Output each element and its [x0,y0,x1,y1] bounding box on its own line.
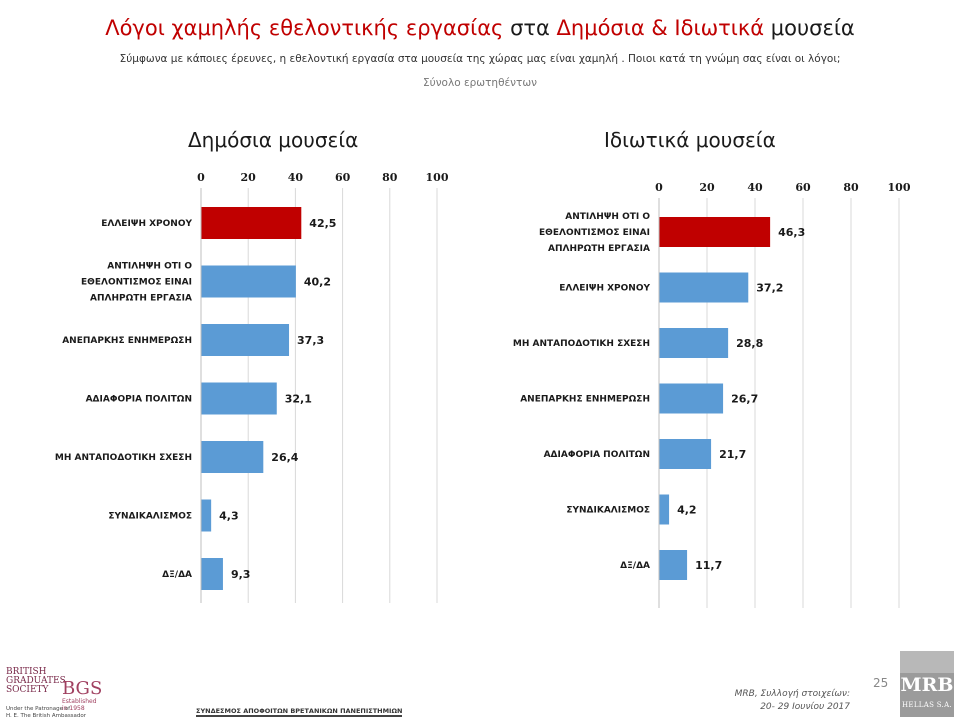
patronage-note: Under the Patronage of H. E. The British … [6,706,87,719]
bar [201,499,212,532]
category-label-line: ΑΠΛΗΡΩΤΗ ΕΡΓΑΣΙΑ [90,294,192,304]
page-number: 25 [873,676,889,690]
category-label: ΜΗ ΑΝΤΑΠΟΔΟΤΙΚΗ ΣΧΕΣΗ [513,339,650,349]
x-tick-label: 60 [795,181,811,194]
category-label-line: ΑΔΙΑΦΟΡΙΑ ΠΟΛΙΤΩΝ [86,395,192,405]
category-label-line: ΜΗ ΑΝΤΑΠΟΔΟΤΙΚΗ ΣΧΕΣΗ [55,453,192,463]
bar [201,207,302,239]
category-label-line: ΕΛΛΕΙΨΗ ΧΡΟΝΟΥ [559,284,650,294]
chart-title-private: Ιδιωτικά μουσεία [604,128,776,152]
x-tick-label: 40 [288,171,304,184]
category-label: ΑΔΙΑΦΟΡΙΑ ΠΟΛΙΤΩΝ [544,450,650,460]
value-label: 21,7 [719,448,746,461]
bgs-logo: BRITISH GRADUATES SOCIETY BGS Established … [6,667,103,713]
category-label-line: ΣΥΝΔΙΚΑΛΙΣΜΟΣ [566,506,650,516]
category-label-line: ΑΝΕΠΑΡΚΗΣ ΕΝΗΜΕΡΩΣΗ [62,336,192,346]
value-label: 37,2 [756,282,783,295]
title-connector: στα [503,16,557,40]
bar [659,328,729,358]
bar [201,441,264,473]
bar [659,494,670,525]
value-label: 11,7 [695,559,722,572]
category-label-line: ΔΞ/ΔΑ [620,561,650,571]
bar [659,217,771,247]
x-tick-label: 40 [747,181,763,194]
category-label: ΣΥΝΔΙΚΑΛΙΣΜΟΣ [108,512,192,522]
bar [201,382,277,415]
chart-title-public: Δημόσια μουσεία [188,128,359,152]
category-label: ΑΝΕΠΑΡΚΗΣ ΕΝΗΜΕΡΩΣΗ [520,395,650,405]
category-label-line: ΑΔΙΑΦΟΡΙΑ ΠΟΛΙΤΩΝ [544,450,650,460]
value-label: 32,1 [285,393,312,406]
respondent-base: Σύνολο ερωτηθέντων [422,77,538,89]
mrb-logo-band [900,651,954,673]
mrb-logo: MRB HELLAS S.A. [900,651,954,717]
x-tick-label: 80 [382,171,398,184]
category-label-line: ΑΝΤΙΛΗΨΗ ΟΤΙ Ο [565,212,650,222]
x-tick-label: 0 [655,181,663,194]
x-tick-label: 80 [843,181,859,194]
bar [201,265,296,298]
category-label-line: ΕΘΕΛΟΝΤΙΣΜΟΣ ΕΙΝΑΙ [81,278,192,288]
category-label: ΑΔΙΑΦΟΡΙΑ ΠΟΛΙΤΩΝ [86,395,192,405]
category-label-line: ΕΛΛΕΙΨΗ ΧΡΟΝΟΥ [101,219,192,229]
mrb-logo-name: MRB [900,674,954,696]
value-label: 9,3 [231,568,251,581]
value-label: 28,8 [736,337,763,350]
category-label-line: ΑΝΤΙΛΗΨΗ ΟΤΙ Ο [107,262,192,272]
x-tick-label: 100 [888,181,911,194]
value-label: 26,4 [271,451,298,464]
value-label: 37,3 [297,334,324,347]
question-text: Σύμφωνα με κάποιες έρευνες, η εθελοντική… [119,53,841,65]
category-label-line: ΑΠΛΗΡΩΤΗ ΕΡΓΑΣΙΑ [548,244,650,254]
category-label: ΣΥΝΔΙΚΑΛΙΣΜΟΣ [566,506,650,516]
association-name: ΣΥΝΔΕΣΜΟΣ ΑΠΟΦΟΙΤΩΝ ΒΡΕΤΑΝΙΚΩΝ ΠΑΝΕΠΙΣΤΗ… [196,707,403,717]
title-suffix: μουσεία [764,16,855,40]
value-label: 42,5 [309,217,336,230]
value-label: 26,7 [731,393,758,406]
bgs-logo-text: BRITISH GRADUATES SOCIETY [6,667,66,695]
value-label: 46,3 [778,226,805,239]
bgs-established: Established in 1958 [62,698,97,712]
bar [659,383,724,414]
value-label: 40,2 [304,276,331,289]
value-label: 4,2 [677,504,697,517]
bar [201,324,290,356]
category-label-line: ΑΝΕΠΑΡΚΗΣ ΕΝΗΜΕΡΩΣΗ [520,395,650,405]
bar [659,439,712,469]
x-tick-label: 100 [426,171,449,184]
bar [659,272,749,303]
data-source-note: MRB, Συλλογή στοιχείων: 20- 29 Ιουνίου 20… [734,689,850,712]
category-label-line: ΔΞ/ΔΑ [162,570,192,580]
category-label-line: ΣΥΝΔΙΚΑΛΙΣΜΟΣ [108,512,192,522]
category-label: ΔΞ/ΔΑ [620,561,650,571]
category-label: ΜΗ ΑΝΤΑΠΟΔΟΤΙΚΗ ΣΧΕΣΗ [55,453,192,463]
category-label-line: ΜΗ ΑΝΤΑΠΟΔΟΤΙΚΗ ΣΧΕΣΗ [513,339,650,349]
bgs-logo-abbr: BGS [62,678,103,699]
bar [201,558,223,590]
x-tick-label: 60 [335,171,351,184]
bar [659,550,688,580]
category-label-line: ΕΘΕΛΟΝΤΙΣΜΟΣ ΕΙΝΑΙ [539,228,650,238]
x-tick-label: 0 [197,171,205,184]
category-label: ΑΝΤΙΛΗΨΗ ΟΤΙ Ο ΕΘΕΛΟΝΤΙΣΜΟΣ ΕΙΝΑΙ ΑΠΛΗΡΩΤΗ… [539,212,650,254]
page-title: Λόγοι χαμηλής εθελοντικής εργασίας στα Δ… [0,16,960,40]
title-highlight-reasons: Λόγοι χαμηλής εθελοντικής εργασίας [105,16,504,40]
x-tick-label: 20 [699,181,715,194]
mrb-logo-sub: HELLAS S.A. [902,701,952,709]
category-label: ΕΛΛΕΙΨΗ ΧΡΟΝΟΥ [559,284,650,294]
category-label: ΕΛΛΕΙΨΗ ΧΡΟΝΟΥ [101,219,192,229]
title-highlight-museums: Δημόσια & Ιδιωτικά [556,16,765,40]
x-tick-label: 20 [241,171,257,184]
value-label: 4,3 [219,510,239,523]
category-label: ΔΞ/ΔΑ [162,570,192,580]
category-label: ΑΝΕΠΑΡΚΗΣ ΕΝΗΜΕΡΩΣΗ [62,336,192,346]
category-label: ΑΝΤΙΛΗΨΗ ΟΤΙ Ο ΕΘΕΛΟΝΤΙΣΜΟΣ ΕΙΝΑΙ ΑΠΛΗΡΩΤΗ… [81,262,192,304]
